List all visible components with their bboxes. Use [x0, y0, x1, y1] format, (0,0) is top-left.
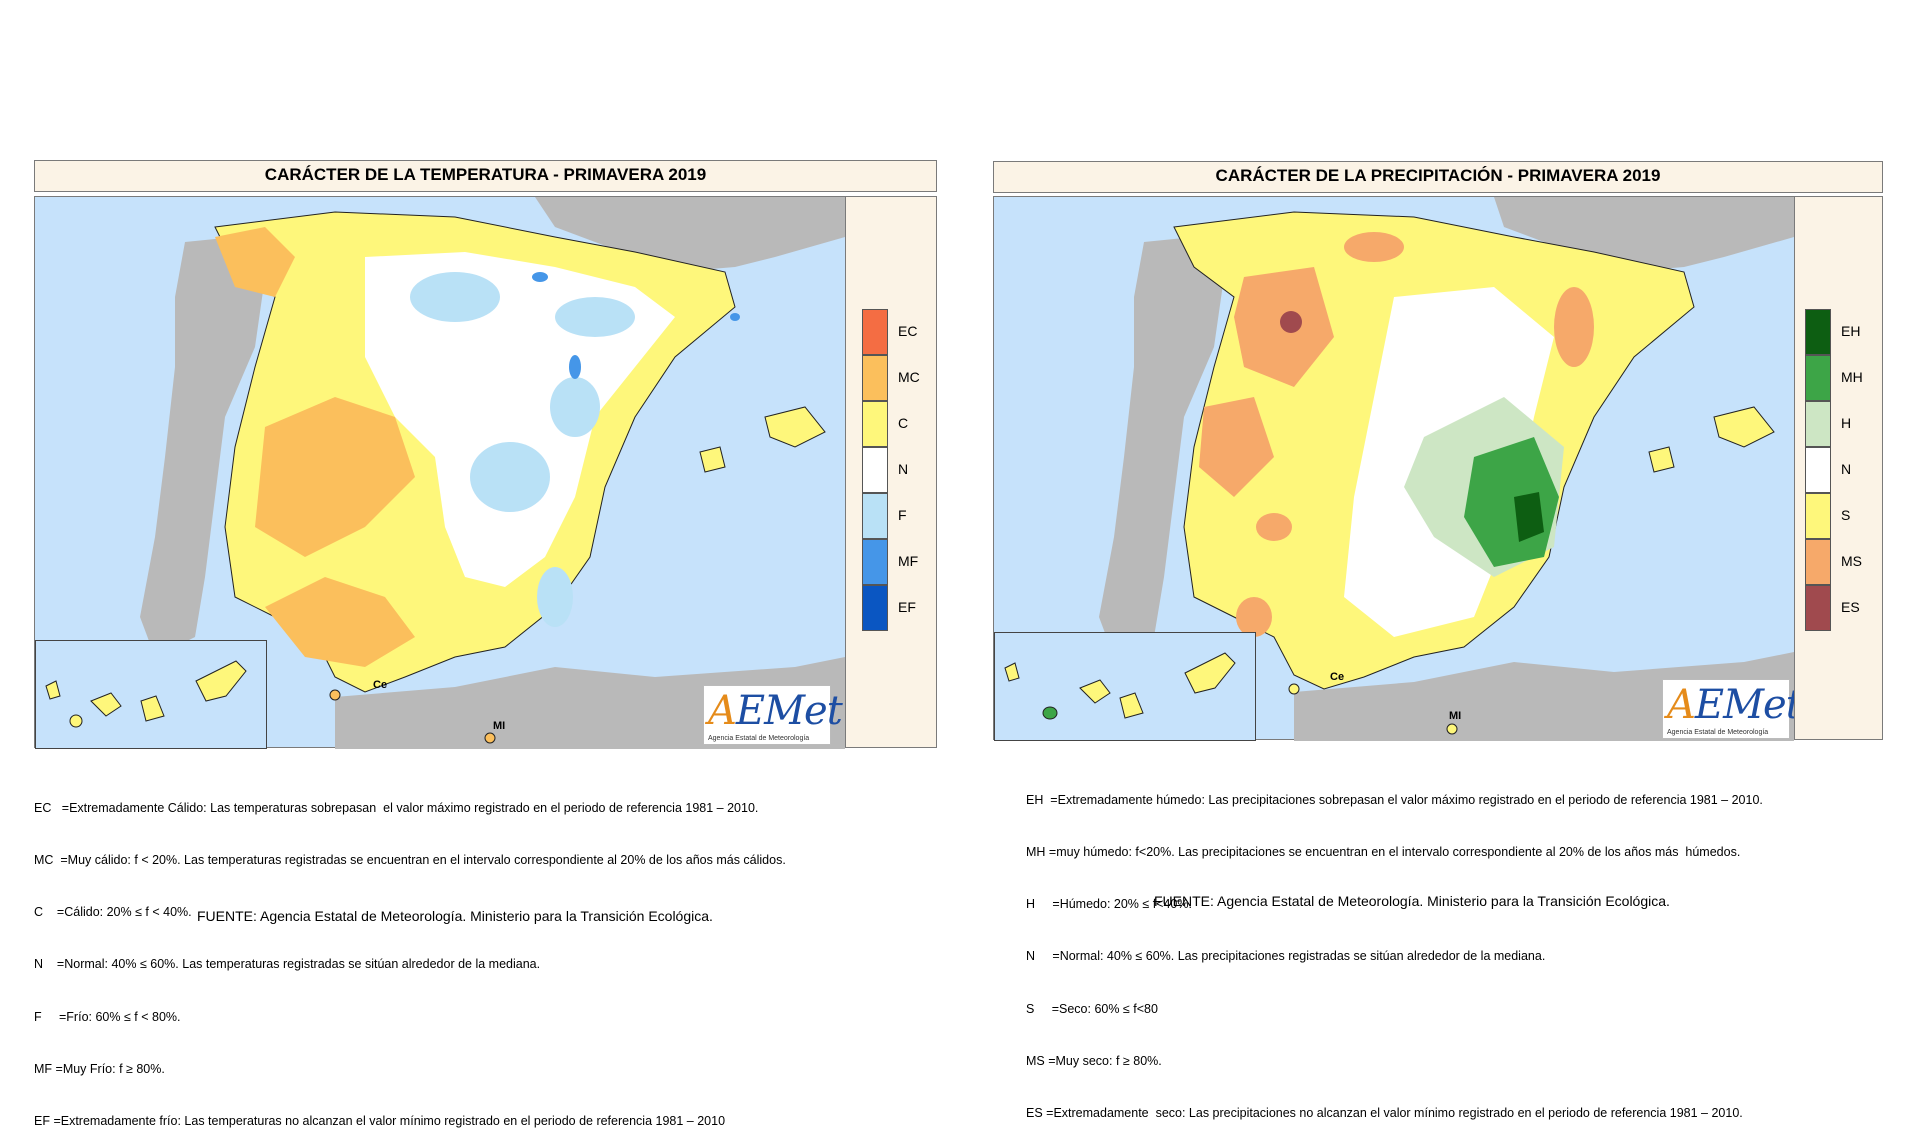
melilla-label: MI: [493, 720, 506, 732]
precipitation-map-panel: Ce MI AEMet Agencia Estatal de Meteorolo…: [993, 196, 1883, 741]
temperature-map-graphic: [140, 197, 845, 749]
precipitation-legend: EH MH H N S MS ES: [1794, 197, 1882, 739]
melilla-label: MI: [1449, 710, 1462, 722]
ceuta-label: Ce: [373, 679, 388, 691]
note-line: MC =Muy cálido: f < 20%. Las temperatura…: [34, 853, 786, 868]
canary-islands-inset: [35, 640, 267, 749]
note-line: F =Frío: 60% ≤ f < 80%.: [34, 1009, 181, 1024]
note-line: MF =Muy Frío: f ≥ 80%.: [34, 1061, 165, 1076]
note-line: H =Húmedo: 20% ≤ f<40%.: [1026, 897, 1192, 912]
legend-swatch-ec: [862, 309, 888, 355]
legend-label-mf: MF: [898, 553, 919, 569]
precipitation-source: FUENTE: Agencia Estatal de Meteorología.…: [1154, 893, 1670, 909]
legend-swatch-n: [1805, 447, 1831, 493]
temperature-legend: EC MC C N F MF EF: [845, 197, 936, 747]
note-line: S =Seco: 60% ≤ f<80: [1026, 1001, 1158, 1016]
legend-label-es: ES: [1841, 599, 1860, 615]
legend-swatch-mc: [862, 355, 888, 401]
legend-label-h: H: [1841, 415, 1852, 431]
legend-label-ef: EF: [898, 599, 916, 615]
temperature-map-title: CARÁCTER DE LA TEMPERATURA - PRIMAVERA 2…: [34, 160, 937, 192]
legend-swatch-eh: [1805, 309, 1831, 355]
aemet-logo-subtitle: Agencia Estatal de Meteorología: [1667, 729, 1769, 736]
precipitation-notes: EH =Extremadamente húmedo: Las precipita…: [1026, 757, 1763, 1140]
note-line: MH =muy húmedo: f<20%. Las precipitacion…: [1026, 845, 1741, 860]
temperature-source: FUENTE: Agencia Estatal de Meteorología.…: [197, 908, 713, 924]
note-line: EC =Extremadamente Cálido: Las temperatu…: [34, 800, 759, 815]
note-line: N =Normal: 40% ≤ 60%. Las precipitacione…: [1026, 949, 1546, 964]
legend-label-mh: MH: [1841, 369, 1863, 385]
legend-swatch-mf: [862, 539, 888, 585]
legend-swatch-n: [862, 447, 888, 493]
note-line: N =Normal: 40% ≤ 60%. Las temperaturas r…: [34, 957, 541, 972]
legend-swatch-f: [862, 493, 888, 539]
legend-label-n: N: [1841, 461, 1852, 477]
note-line: EH =Extremadamente húmedo: Las precipita…: [1026, 792, 1763, 807]
note-line: MS =Muy seco: f ≥ 80%.: [1026, 1053, 1162, 1068]
legend-label-eh: EH: [1841, 323, 1861, 339]
temperature-map-panel: Ce MI AEMet Agencia Estatal de Meteorolo…: [34, 196, 937, 749]
legend-label-mc: MC: [898, 369, 920, 385]
legend-swatch-s: [1805, 493, 1831, 539]
legend-label-ms: MS: [1841, 553, 1862, 569]
precipitation-map-title: CARÁCTER DE LA PRECIPITACIÓN - PRIMAVERA…: [993, 161, 1883, 193]
canary-islands-inset: [994, 632, 1256, 741]
legend-label-f: F: [898, 507, 907, 523]
aemet-logo-subtitle: Agencia Estatal de Meteorología: [708, 735, 810, 742]
legend-swatch-c: [862, 401, 888, 447]
legend-label-c: C: [898, 415, 909, 431]
legend-label-ec: EC: [898, 323, 918, 339]
aemet-logo: AEMet Agencia Estatal de Meteorología: [1662, 679, 1802, 739]
legend-swatch-h: [1805, 401, 1831, 447]
legend-label-s: S: [1841, 507, 1851, 523]
legend-swatch-mh: [1805, 355, 1831, 401]
note-line: EF =Extremadamente frío: Las temperatura…: [34, 1114, 726, 1129]
note-line: ES =Extremadamente seco: Las precipitaci…: [1026, 1106, 1743, 1121]
aemet-logo: AEMet Agencia Estatal de Meteorología: [703, 685, 843, 745]
legend-swatch-ms: [1805, 539, 1831, 585]
legend-label-n: N: [898, 461, 909, 477]
legend-swatch-ef: [862, 585, 888, 631]
ceuta-label: Ce: [1330, 671, 1345, 683]
note-line: C =Cálido: 20% ≤ f < 40%.: [34, 905, 192, 920]
temperature-notes: EC =Extremadamente Cálido: Las temperatu…: [34, 765, 786, 1148]
legend-swatch-es: [1805, 585, 1831, 631]
